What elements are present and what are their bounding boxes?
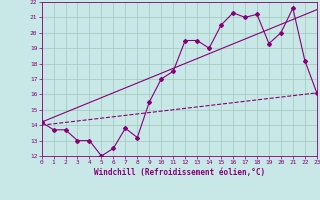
X-axis label: Windchill (Refroidissement éolien,°C): Windchill (Refroidissement éolien,°C) xyxy=(94,168,265,177)
